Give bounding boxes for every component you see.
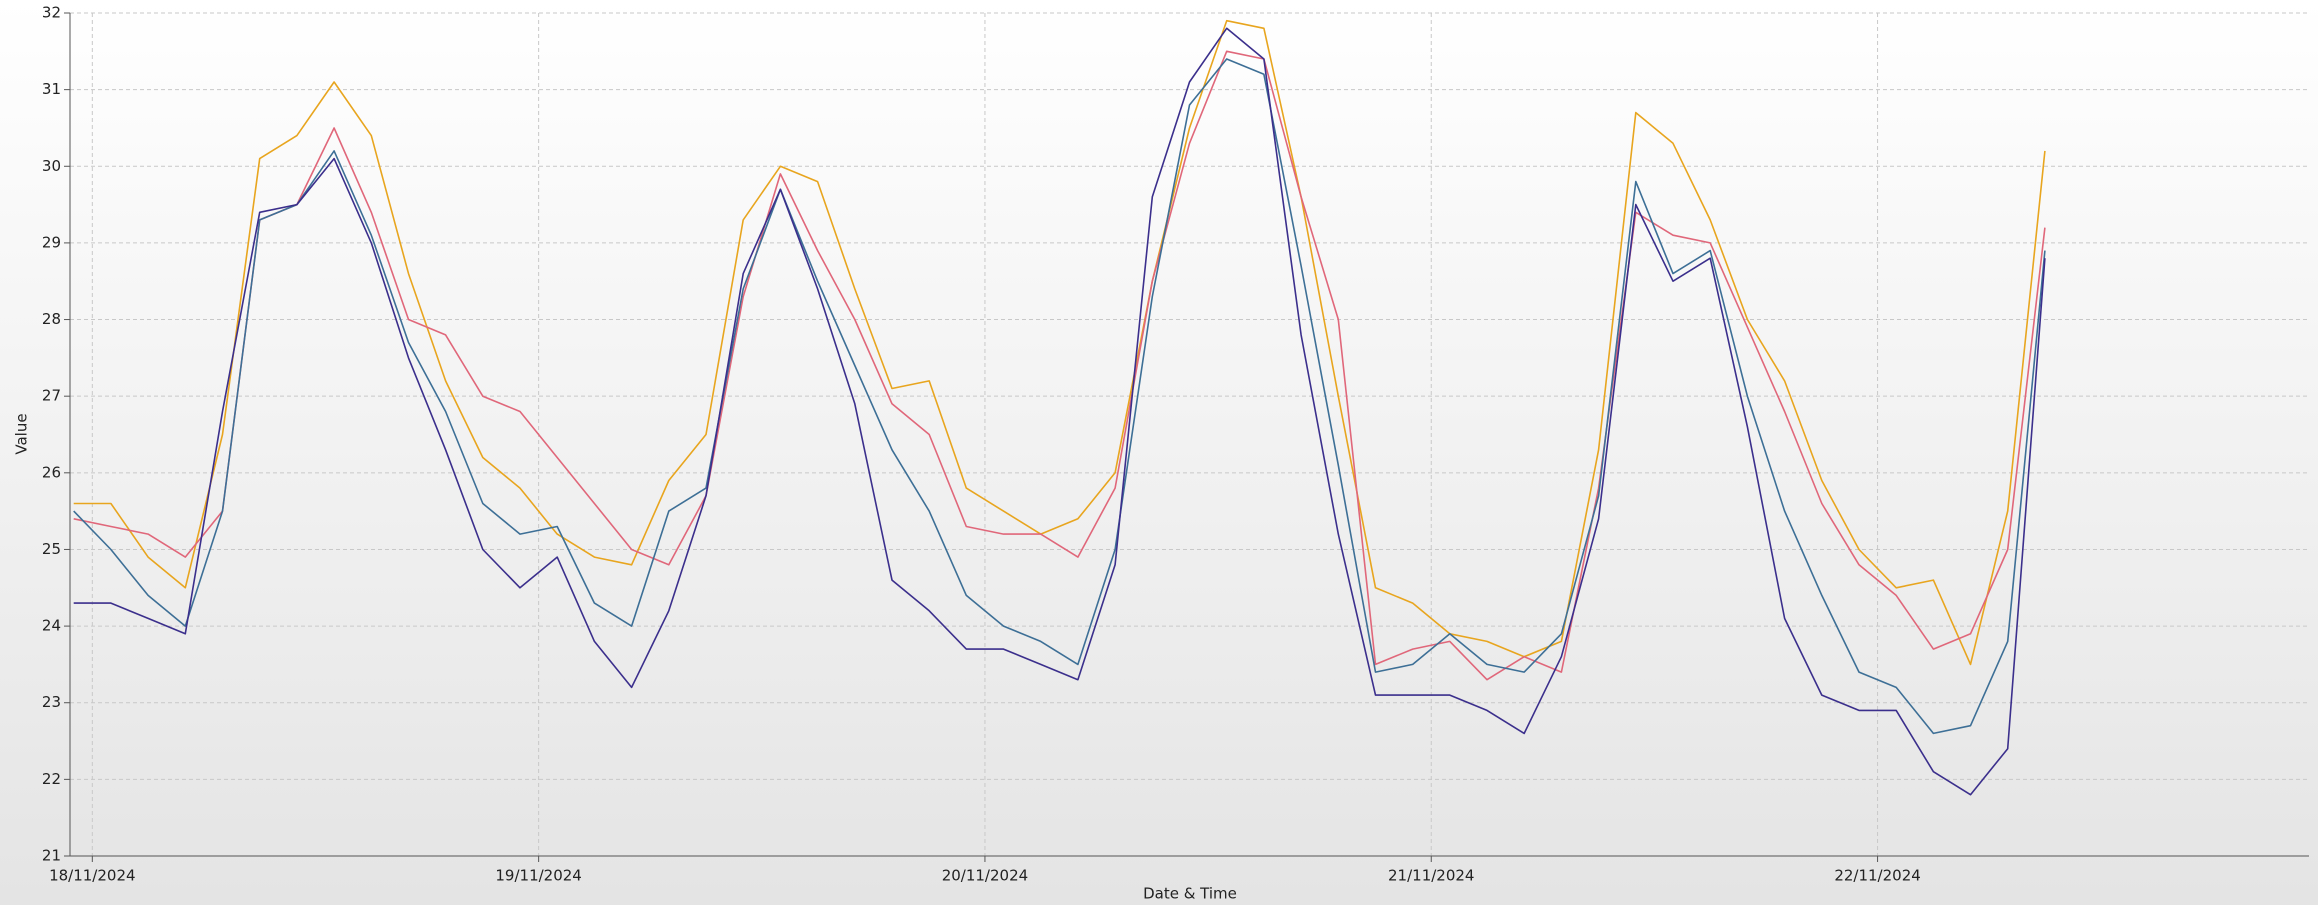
x-tick-label: 18/11/2024 [49,867,135,885]
series-line [73,27,2046,796]
y-tick-label: 31 [42,80,61,98]
x-tick-label: 22/11/2024 [1834,867,1920,885]
x-tick-label: 20/11/2024 [942,867,1028,885]
x-tick-label: 19/11/2024 [495,867,581,885]
series-line [73,50,2046,681]
y-tick-label: 29 [42,233,61,251]
series-line [73,19,2046,666]
y-tick-label: 22 [42,770,61,788]
y-tick-label: 27 [42,387,61,405]
y-tick-label: 23 [42,693,61,711]
y-tick-label: 28 [42,310,61,328]
x-axis-title: Date & Time [1143,885,1237,903]
y-tick-label: 24 [42,617,61,635]
series-line [73,58,2046,735]
y-tick-label: 26 [42,463,61,481]
y-tick-label: 30 [42,157,61,175]
y-axis-title: Value [13,413,31,454]
y-tick-label: 25 [42,540,61,558]
y-tick-label: 32 [42,4,61,22]
y-tick-label: 21 [42,847,61,865]
x-tick-label: 21/11/2024 [1388,867,1474,885]
